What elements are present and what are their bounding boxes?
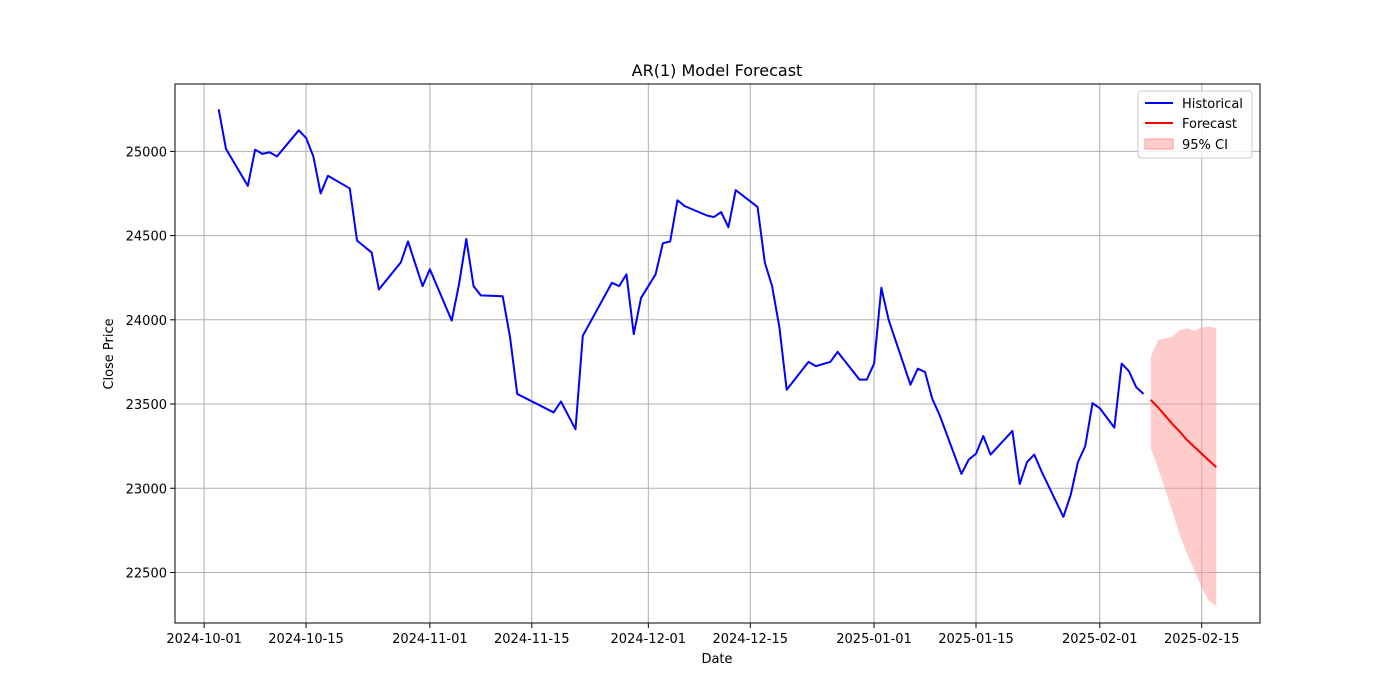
x-tick-label: 2024-11-15 (494, 632, 570, 647)
x-tick-label: 2024-12-01 (611, 632, 687, 647)
y-tick-label: 24500 (126, 230, 167, 245)
y-axis-label: Close Price (102, 318, 117, 389)
x-tick-label: 2025-02-01 (1062, 632, 1138, 647)
x-tick-label: 2025-02-15 (1164, 632, 1240, 647)
chart-title: AR(1) Model Forecast (632, 61, 803, 80)
y-tick-label: 22500 (126, 566, 167, 581)
legend-historical-label: Historical (1182, 97, 1243, 112)
legend-forecast-label: Forecast (1182, 117, 1237, 132)
forecast-line (1150, 399, 1217, 468)
x-tick-label: 2024-10-15 (268, 632, 344, 647)
ci-band (1150, 326, 1217, 607)
legend-ci-swatch (1144, 138, 1174, 150)
confidence-band-layer (1150, 326, 1217, 607)
x-tick-label: 2025-01-15 (938, 632, 1014, 647)
legend-ci-label: 95% CI (1182, 138, 1228, 153)
y-tick-label: 23500 (126, 398, 167, 413)
x-tick-label: 2024-10-01 (166, 632, 242, 647)
y-tick-label: 23000 (126, 482, 167, 497)
x-tick-label: 2024-12-15 (712, 632, 788, 647)
y-axis-ticks: 22500 23000 23500 24000 24500 25000 (126, 145, 175, 581)
plot-frame (174, 83, 1261, 624)
x-tick-label: 2024-11-01 (392, 632, 468, 647)
x-tick-label: 2025-01-01 (836, 632, 912, 647)
y-tick-label: 24000 (126, 314, 167, 329)
x-axis-ticks: 2024-10-01 2024-10-15 2024-11-01 2024-11-15… (166, 623, 1240, 647)
y-tick-label: 25000 (126, 145, 167, 160)
legend: Historical Forecast 95% CI (1137, 90, 1253, 159)
series-lines-layer (217, 109, 1217, 518)
x-axis-label: Date (701, 652, 732, 667)
historical-line (217, 109, 1145, 518)
